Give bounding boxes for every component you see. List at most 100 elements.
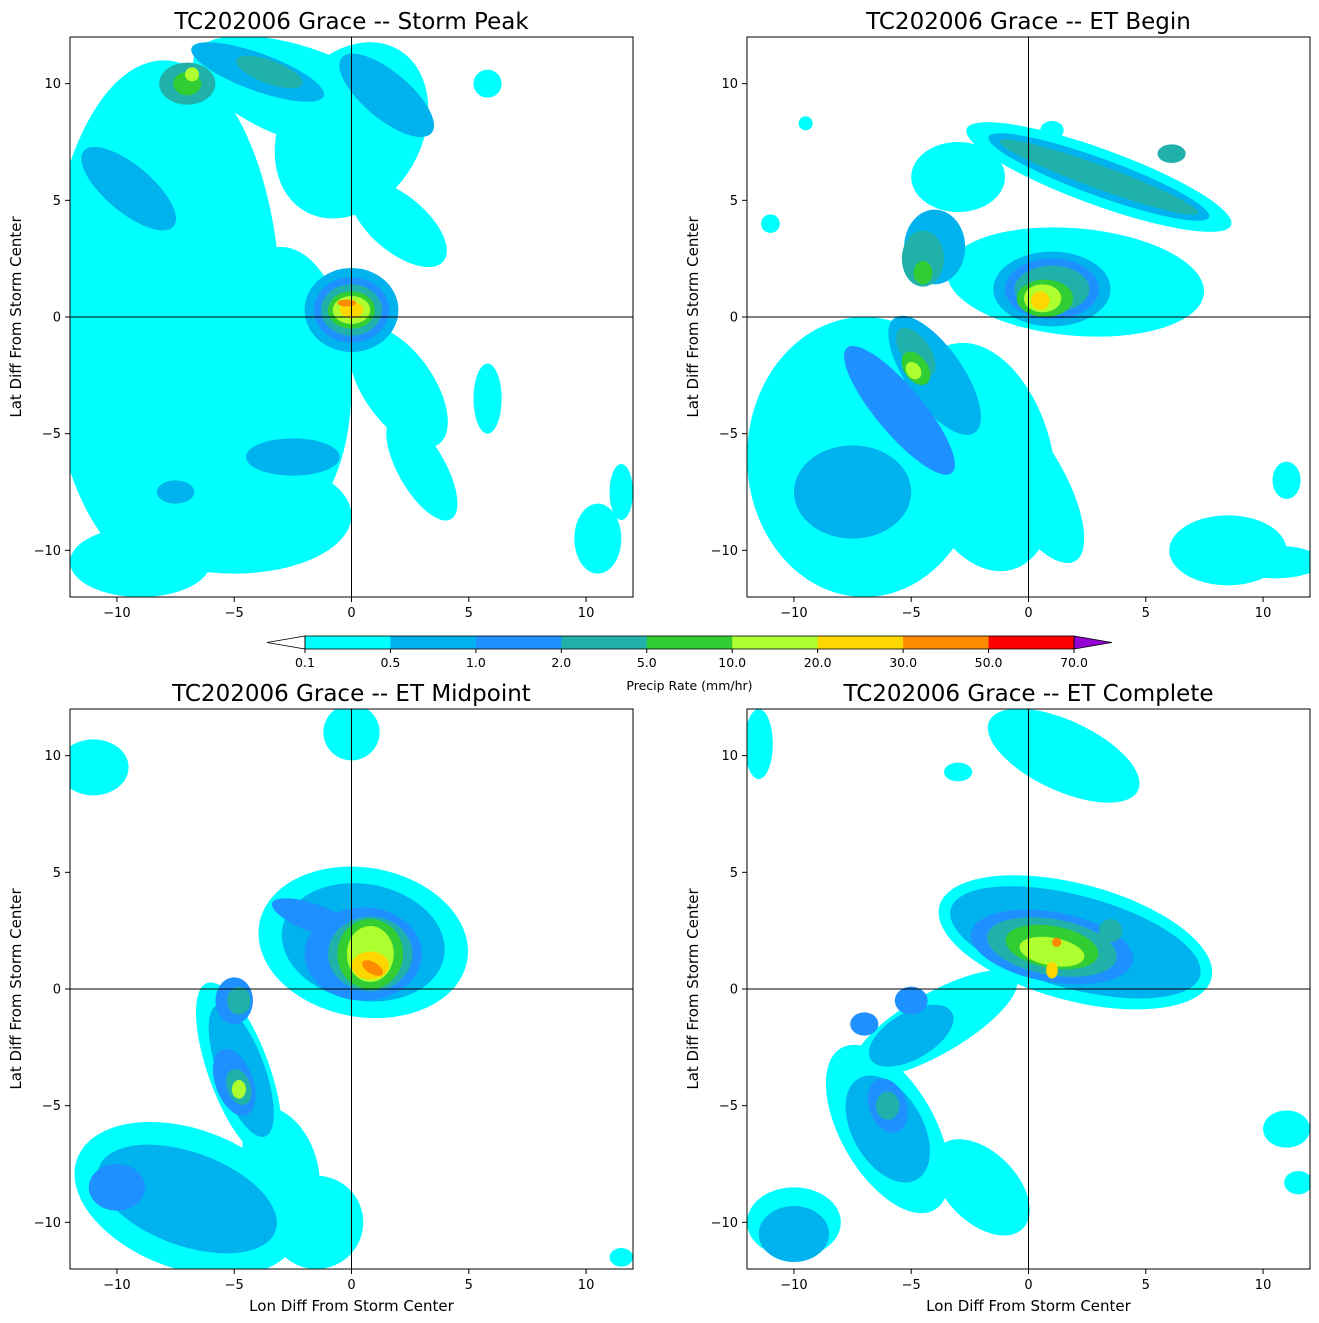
y-tick-label: 5 [53, 194, 61, 209]
precip-contour [339, 53, 435, 138]
x-tick-label: −5 [225, 1278, 244, 1293]
y-tick-label: 5 [53, 866, 61, 881]
x-tick-label: 10 [1255, 1278, 1272, 1293]
x-tick-label: 10 [578, 1278, 595, 1293]
y-axis-label: Lat Diff From Storm Center [684, 216, 702, 418]
y-tick-label: −5 [42, 427, 61, 442]
y-tick-label: −10 [711, 544, 738, 559]
precip-contour [1040, 120, 1064, 140]
precip-contour [97, 1144, 277, 1254]
precip-contour [574, 503, 622, 574]
precip-contour [184, 67, 200, 82]
precip-contour [798, 116, 813, 131]
x-tick-label: 0 [347, 606, 355, 621]
colorbar-tick-label: 30.0 [889, 655, 917, 670]
precip-contour [850, 1012, 879, 1036]
precip-contour [905, 362, 922, 380]
precip-contour [81, 146, 177, 231]
x-tick-label: −5 [902, 1278, 921, 1293]
precip-contour [231, 1080, 246, 1099]
precip-contour [1263, 1110, 1310, 1148]
y-axis-label: Lat Diff From Storm Center [7, 216, 25, 418]
colorbar-bin [646, 636, 733, 649]
precip-contour [999, 139, 1199, 215]
y-axis-label: Lat Diff From Storm Center [684, 888, 702, 1090]
y-tick-label: 0 [53, 311, 61, 326]
colorbar-bin [475, 636, 562, 649]
precip-contour [269, 1175, 364, 1269]
precip-contour [348, 326, 448, 448]
y-axis-label: Lat Diff From Storm Center [7, 888, 25, 1090]
x-tick-label: 5 [465, 606, 473, 621]
colorbar-tick-label: 5.0 [637, 655, 657, 670]
panel-title: TC202006 Grace -- Storm Peak [173, 9, 529, 35]
panel-2: −10 −10 −5 −5 0 0 5 5 10 10 TC202006 Grace -- ET B… [684, 9, 1311, 621]
x-tick-label: 5 [465, 1278, 473, 1293]
x-tick-label: −10 [103, 606, 130, 621]
precip-contour [350, 180, 447, 268]
y-tick-label: 0 [730, 311, 738, 326]
precip-contour [271, 898, 361, 940]
precip-contour [793, 445, 912, 539]
x-tick-label: 10 [578, 606, 595, 621]
precip-contour [70, 527, 211, 597]
panel-3: −10 −10 −5 −5 0 0 5 5 10 10 TC202006 Grace -- ET M… [7, 681, 634, 1315]
precip-contour [747, 709, 773, 779]
precip-contour [1157, 144, 1186, 164]
precip-contour [88, 1164, 146, 1211]
colorbar: 0.1 0.5 1.0 2.0 5.0 10.0 20.0 30.0 50.0 70.0 Preci… [266, 635, 1113, 693]
colorbar-tick-label: 0.1 [295, 655, 315, 670]
colorbar-bin [988, 636, 1075, 649]
precip-contour [894, 986, 928, 1015]
precip-contour [876, 1091, 900, 1120]
y-tick-label: 0 [53, 983, 61, 998]
y-tick-label: 10 [721, 749, 738, 764]
y-tick-label: 0 [730, 983, 738, 998]
x-tick-label: 5 [1142, 1278, 1150, 1293]
x-axis-label: Lon Diff From Storm Center [249, 1297, 454, 1315]
colorbar-tick-label: 10.0 [718, 655, 746, 670]
precip-field [70, 709, 633, 1269]
x-tick-label: −10 [103, 1278, 130, 1293]
panel-title: TC202006 Grace -- ET Midpoint [171, 681, 531, 707]
colorbar-bin [390, 636, 477, 649]
precip-contour [911, 142, 1006, 212]
precip-contour [473, 69, 502, 98]
precip-contour [473, 363, 502, 434]
precip-contour [987, 709, 1140, 803]
y-tick-label: 10 [721, 77, 738, 92]
colorbar-frame [304, 635, 1075, 650]
y-tick-label: 5 [730, 194, 738, 209]
precip-contour [843, 345, 955, 475]
y-tick-label: 5 [730, 866, 738, 881]
colorbar-tick-label: 20.0 [804, 655, 832, 670]
precip-contour [1046, 962, 1058, 979]
y-tick-label: 10 [44, 77, 61, 92]
precip-contour [337, 299, 357, 307]
colorbar-bin [903, 636, 990, 649]
precip-field [747, 709, 1310, 1262]
precip-contour [1098, 919, 1123, 943]
precip-contour [1227, 545, 1310, 579]
precip-contour [868, 1004, 954, 1067]
colorbar-bin [817, 636, 904, 649]
colorbar-tick-label: 1.0 [466, 655, 486, 670]
precip-contour [761, 214, 780, 234]
precip-contour [362, 960, 384, 976]
panel-title: TC202006 Grace -- ET Complete [843, 681, 1214, 707]
precip-contour [933, 1139, 1030, 1236]
x-tick-label: −5 [225, 606, 244, 621]
colorbar-label: Precip Rate (mm/hr) [626, 678, 752, 693]
colorbar-tick-label: 70.0 [1060, 655, 1088, 670]
y-tick-label: −10 [34, 1216, 61, 1231]
panel-title: TC202006 Grace -- ET Begin [865, 9, 1191, 35]
precip-contour [1051, 937, 1062, 947]
panel-1: −10 −10 −5 −5 0 0 5 5 10 10 TC202006 Grace -- Stor… [7, 9, 634, 621]
x-tick-label: −10 [780, 606, 807, 621]
colorbar-tick-label: 0.5 [380, 655, 400, 670]
x-tick-label: 0 [347, 1278, 355, 1293]
x-tick-label: −10 [780, 1278, 807, 1293]
colorbar-bin [305, 636, 391, 649]
precip-contour [758, 1206, 830, 1262]
